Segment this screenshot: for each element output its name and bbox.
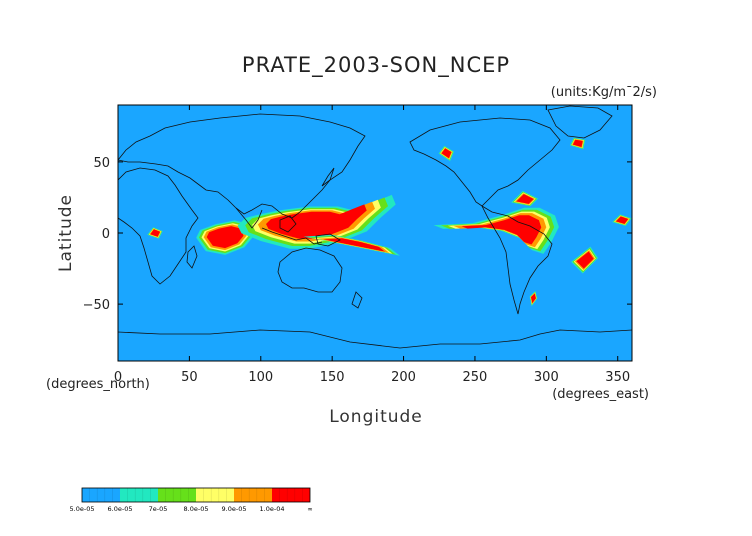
coastline-africa	[118, 167, 199, 285]
x-tick-label: 100	[248, 370, 273, 385]
precip-core-1	[266, 204, 367, 239]
x-tick-label: 0	[114, 370, 122, 385]
y-axis: 50 0 −50	[83, 156, 632, 313]
coastline-india	[235, 207, 263, 229]
colorbar-label: 6.0e-05	[108, 505, 133, 513]
colorbar-swatch	[158, 488, 196, 502]
coastline-new-zealand	[351, 291, 363, 309]
x-axis-title: Longitude	[329, 407, 423, 427]
colorbar-label: ∞	[307, 505, 312, 513]
units-label: (units:Kg/m¯2/s)	[551, 85, 657, 100]
precip-core-10	[516, 194, 534, 204]
coastline-madagascar	[186, 245, 198, 269]
precip-core-5	[615, 216, 629, 224]
precip-regions	[147, 137, 632, 307]
coastline-north-america	[409, 117, 561, 207]
precip-core-6	[150, 229, 161, 237]
y-unit-label: (degrees_north)	[46, 377, 150, 392]
colorbar-border	[81, 487, 311, 503]
colorbar-label: 9.0e-05	[222, 505, 247, 513]
colorbar-label: 5.0e-05	[70, 505, 95, 513]
chart-title: PRATE_2003-SON_NCEP	[242, 53, 510, 78]
coastline-south-america	[481, 204, 553, 315]
colorbar-swatch	[82, 488, 120, 502]
coastlines	[118, 105, 632, 349]
coastline-new-guinea	[315, 233, 341, 247]
y-axis-title: Latitude	[56, 194, 76, 272]
x-tick-label: 200	[391, 370, 416, 385]
x-axis: 0 50 100 150 200 250 300 350	[114, 105, 630, 385]
coastline-eurasia	[118, 113, 366, 219]
x-unit-label: (degrees_east)	[552, 387, 649, 402]
precip-core-0	[206, 226, 244, 249]
colorbar-label: 7e-05	[149, 505, 168, 513]
coastline-greenland	[547, 105, 613, 139]
precip-core-4	[576, 251, 594, 269]
x-tick-label: 300	[534, 370, 559, 385]
colorbar: 5.0e-05 6.0e-05 7e-05 8.0e-05 9.0e-05 1.0e-04…	[70, 487, 313, 513]
colorbar-label: 1.0e-04	[260, 505, 285, 513]
y-tick-label: −50	[83, 298, 110, 313]
coastline-indonesia	[261, 227, 323, 245]
colorbar-swatch	[196, 488, 234, 502]
colorbar-swatch	[120, 488, 158, 502]
y-tick-label: 50	[93, 156, 110, 171]
precip-core-7	[572, 139, 583, 147]
colorbar-swatch	[272, 488, 310, 502]
x-tick-label: 50	[181, 370, 198, 385]
coastline-japan	[321, 167, 335, 187]
precip-core-9	[531, 293, 536, 304]
y-tick-label: 0	[102, 227, 110, 242]
colorbar-swatch	[234, 488, 272, 502]
precip-core-2	[323, 238, 385, 252]
colorbar-label: 8.0e-05	[184, 505, 209, 513]
precip-core-8	[441, 148, 452, 159]
x-tick-label: 250	[463, 370, 488, 385]
x-tick-label: 350	[605, 370, 630, 385]
x-tick-label: 150	[320, 370, 345, 385]
precip-core-3	[461, 215, 542, 245]
coastline-borneo	[279, 215, 297, 233]
coastline-antarctica	[118, 329, 632, 349]
coastline-australia	[277, 247, 343, 293]
